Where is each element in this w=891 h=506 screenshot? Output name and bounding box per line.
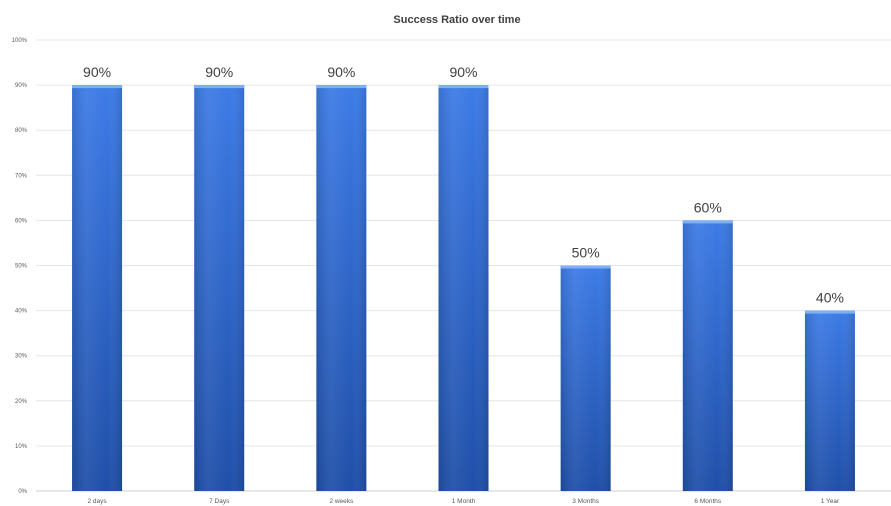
x-tick-label: 2 days xyxy=(87,498,107,505)
bar-cap xyxy=(316,85,367,89)
y-tick-label: 40% xyxy=(15,309,28,315)
bar-shading xyxy=(438,85,489,491)
bar-shading xyxy=(804,310,855,491)
y-tick-label: 60% xyxy=(15,218,28,224)
data-label: 50% xyxy=(572,245,600,261)
x-axis-ticks: 2 days 7 Days 2 weeks 1 Month 3 Months 6 Mont… xyxy=(87,498,839,505)
x-tick-label: 1 Year xyxy=(821,498,840,505)
bar-shading xyxy=(682,220,733,491)
y-tick-label: 90% xyxy=(15,83,28,89)
y-tick-label: 20% xyxy=(15,399,28,405)
data-label: 90% xyxy=(449,64,477,80)
x-tick-label: 3 Months xyxy=(572,498,599,505)
data-label: 40% xyxy=(816,290,844,306)
y-tick-label: 80% xyxy=(15,128,28,134)
bar-cap xyxy=(804,310,855,314)
data-label: 60% xyxy=(694,199,722,215)
bar-shading xyxy=(72,85,123,491)
x-tick-label: 7 Days xyxy=(209,498,230,505)
y-tick-label: 50% xyxy=(15,264,28,270)
data-label: 90% xyxy=(205,64,233,80)
x-tick-label: 2 weeks xyxy=(329,498,354,505)
data-label: 90% xyxy=(83,64,111,80)
bar-shading xyxy=(560,265,611,491)
y-axis-ticks: 0% 10% 20% 30% 40% 50% 60% 70% 80% 90% 100% xyxy=(12,38,28,495)
data-labels: 90% 90% 90% 90% 50% 60% 40% xyxy=(83,64,844,306)
y-tick-label: 30% xyxy=(15,354,28,360)
x-tick-label: 6 Months xyxy=(694,498,721,505)
x-tick-label: 1 Month xyxy=(452,498,476,505)
bar-shading xyxy=(316,85,367,491)
y-tick-label: 10% xyxy=(15,444,28,450)
y-tick-label: 100% xyxy=(12,38,28,44)
bar-cap xyxy=(560,265,611,269)
bar-cap xyxy=(438,85,489,89)
bar-shading xyxy=(194,85,245,491)
data-label: 90% xyxy=(327,64,355,80)
y-tick-label: 0% xyxy=(18,489,27,495)
bars xyxy=(72,85,855,491)
bar-cap xyxy=(194,85,245,89)
bar-cap xyxy=(682,220,733,224)
y-tick-label: 70% xyxy=(15,173,28,179)
chart-title: Success Ratio over time xyxy=(393,14,520,26)
bar-cap xyxy=(72,85,123,89)
